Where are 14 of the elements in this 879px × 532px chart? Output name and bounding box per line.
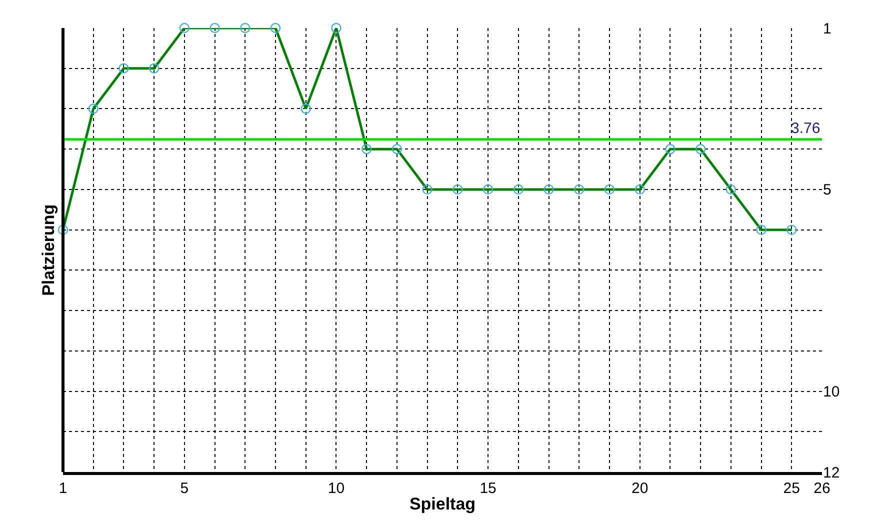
x-tick-label: 26 bbox=[814, 480, 830, 497]
y-tick-label: 10 bbox=[823, 384, 840, 401]
ref-line-label: 3.76 bbox=[791, 120, 820, 137]
y-tick-label: 5 bbox=[823, 182, 832, 199]
x-tick-label: 15 bbox=[480, 480, 496, 497]
y-axis-title: Platzierung bbox=[38, 204, 58, 296]
x-tick-label: 20 bbox=[631, 480, 648, 497]
y-tick-label: 1 bbox=[823, 20, 832, 38]
x-tick-label: 10 bbox=[328, 480, 345, 497]
x-tick-label: 1 bbox=[58, 480, 68, 497]
x-tick-label: 25 bbox=[783, 480, 800, 497]
y-tick-label: 12 bbox=[823, 464, 840, 482]
x-tick-label: 5 bbox=[180, 480, 189, 497]
x-axis-title: Spieltag bbox=[409, 494, 476, 514]
